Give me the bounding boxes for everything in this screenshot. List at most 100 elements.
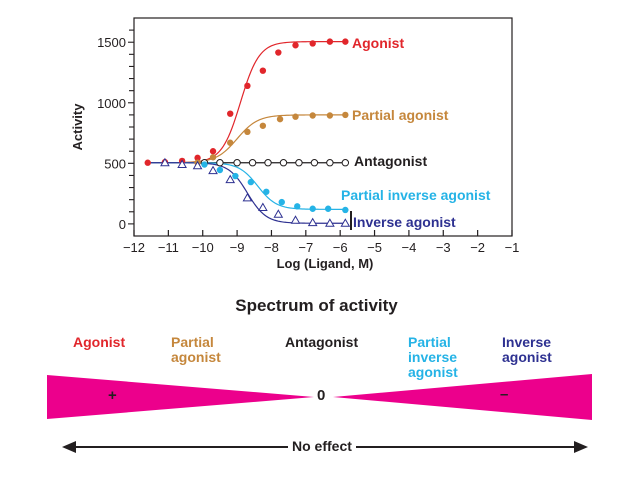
x-tick-label: −11 [158, 240, 179, 255]
partial-inverse-agonist-point [247, 178, 255, 186]
y-tick-label: 1000 [97, 96, 126, 111]
plot-border [133, 17, 513, 237]
y-axis-title: Activity [70, 103, 85, 151]
inverse-agonist-point [340, 218, 351, 227]
x-tick-label: −4 [401, 240, 416, 255]
inverse-agonist-point [208, 165, 218, 175]
x-tick-label: −8 [264, 240, 279, 255]
partial-agonist-point [309, 112, 316, 119]
agonist-point [244, 82, 251, 90]
x-tick-label: −12 [123, 240, 145, 255]
x-axis: −12 −11 −10 −9 −8 −7 −6 −5 −4 −3 −2 −1 [123, 230, 519, 255]
antagonist-point [248, 159, 257, 167]
partial-inverse-agonist-point [216, 166, 224, 174]
partial-agonist-point [227, 139, 234, 146]
positive-activity-wedge [47, 375, 314, 419]
partial-inverse-agonist-point [324, 205, 332, 212]
spectrum-label-partial-inverse-agonist: Partial inverse agonist [408, 334, 458, 380]
inverse-agonist-point [273, 209, 284, 218]
x-tick-label: −7 [298, 240, 313, 255]
inverse-agonist-point [307, 217, 318, 227]
arrow-left-head-icon [62, 441, 76, 453]
partial-inverse-agonist-point [232, 172, 239, 180]
inverse-agonist-point [258, 202, 268, 212]
agonist-point [342, 38, 349, 45]
spectrum-title: Spectrum of activity [235, 296, 398, 315]
spectrum-label-antagonist: Antagonist [285, 334, 359, 350]
antagonist-point [341, 159, 350, 167]
inverse-agonist-curve [147, 162, 346, 224]
agonist-point [209, 148, 217, 155]
arrow-right-head-icon [574, 441, 588, 453]
agonist-point [326, 38, 334, 45]
data-markers [144, 38, 351, 227]
partial-agonist-point [342, 111, 349, 119]
antagonist-point [326, 159, 334, 167]
text-cursor-mark [350, 211, 352, 230]
spectrum-wedges [47, 374, 592, 420]
dose-response-chart: −12 −11 −10 −9 −8 −7 −6 −5 −4 −3 −2 −1 0 500 1000 1500… [70, 17, 519, 271]
inverse-agonist-point [325, 218, 335, 227]
plot-frame [133, 17, 513, 237]
partial-agonist-label: Partial agonist [352, 107, 449, 123]
partial-inverse-agonist-curve [147, 162, 346, 210]
series-labels: Agonist Partial agonist Antagonist Partial … [341, 35, 491, 230]
no-effect-label: No effect [288, 438, 356, 454]
antagonist-point [295, 159, 303, 167]
plus-sign: + [108, 387, 117, 404]
antagonist-point [279, 159, 288, 167]
antagonist-point [216, 159, 224, 167]
partial-agonist-curve [147, 114, 346, 164]
spectrum-label-agonist: Agonist [73, 334, 126, 350]
x-tick-label: −3 [436, 240, 451, 255]
negative-activity-wedge [333, 374, 592, 420]
partial-inverse-agonist-point [309, 205, 316, 212]
partial-inverse-agonist-point [342, 206, 349, 214]
antagonist-label: Antagonist [354, 153, 427, 169]
agonist-curve [147, 41, 346, 164]
partial-agonist-point [209, 154, 217, 161]
inverse-agonist-point [177, 159, 187, 169]
x-axis-title: Log (Ligand, M) [277, 256, 374, 271]
y-axis: 0 500 1000 1500 [97, 29, 134, 232]
inverse-agonist-point [192, 160, 203, 170]
x-tick-label: −5 [367, 240, 382, 255]
partial-agonist-point [276, 115, 284, 123]
spectrum-label-partial-agonist: Partial agonist [171, 334, 221, 365]
inverse-agonist-point [225, 174, 236, 184]
partial-agonist-point [292, 113, 299, 120]
x-tick-label: −9 [230, 240, 245, 255]
partial-agonist-point [244, 128, 251, 136]
partial-agonist-point [326, 112, 334, 119]
x-tick-label: −10 [192, 240, 214, 255]
zero-sign: 0 [317, 387, 326, 404]
inverse-agonist-point [290, 215, 301, 224]
agonist-point [309, 40, 316, 47]
spectrum-label-inverse-agonist: Inverse agonist [502, 334, 552, 365]
partial-inverse-agonist-point [263, 188, 270, 195]
inverse-agonist-point [242, 192, 253, 202]
y-tick-label: 0 [119, 217, 126, 232]
partial-inverse-agonist-point [294, 203, 301, 210]
agonist-point [194, 154, 201, 162]
x-tick-label: −2 [470, 240, 485, 255]
x-tick-label: −6 [333, 240, 348, 255]
x-tick-label: −1 [505, 240, 520, 255]
antagonist-point [233, 159, 241, 167]
partial-inverse-agonist-point [201, 161, 208, 168]
y-tick-label: 1500 [97, 35, 126, 50]
agonist-point [144, 159, 151, 166]
agonist-point [275, 49, 282, 56]
agonist-label: Agonist [352, 35, 404, 51]
partial-agonist-point [259, 122, 267, 129]
y-tick-label: 500 [104, 156, 126, 171]
minus-sign: – [500, 386, 509, 403]
agonist-point [227, 110, 234, 117]
partial-inverse-agonist-label: Partial inverse agonist [341, 187, 491, 203]
agonist-point [259, 67, 267, 74]
antagonist-point [310, 159, 319, 167]
agonist-point [292, 42, 299, 49]
inverse-agonist-label: Inverse agonist [353, 214, 456, 230]
partial-inverse-agonist-point [278, 198, 285, 206]
antagonist-point [264, 159, 272, 167]
